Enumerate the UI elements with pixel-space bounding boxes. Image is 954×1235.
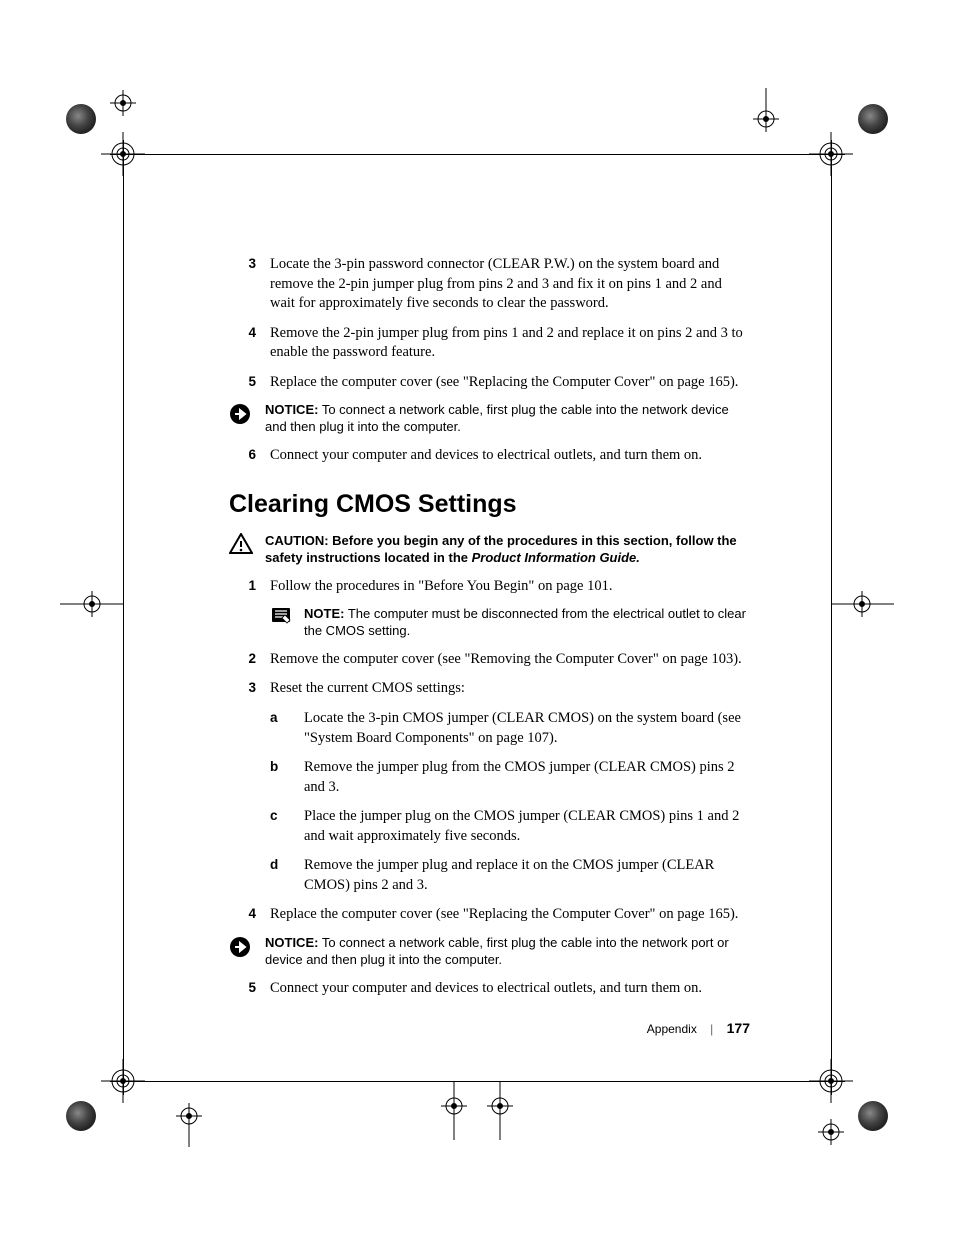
step-number: 3 (232, 679, 270, 699)
step-4-top: 4 Remove the 2-pin jumper plug from pins… (232, 324, 747, 363)
corner-ball-bl (66, 1101, 96, 1131)
substep-b: b Remove the jumper plug from the CMOS j… (270, 758, 747, 797)
substep-text: Locate the 3-pin CMOS jumper (CLEAR CMOS… (304, 709, 747, 748)
notice-text: NOTICE: To connect a network cable, firs… (265, 402, 747, 436)
notice-icon (229, 935, 265, 969)
page-footer: Appendix | 177 (647, 1020, 750, 1036)
note-block: NOTE: The computer must be disconnected … (270, 606, 747, 640)
corner-ball-tl (66, 104, 96, 134)
step-number: 2 (232, 650, 270, 670)
step-text: Connect your computer and devices to ele… (270, 979, 747, 999)
step-6-top: 6 Connect your computer and devices to e… (232, 446, 747, 466)
substep-text: Place the jumper plug on the CMOS jumper… (304, 807, 747, 846)
footer-page-number: 177 (727, 1020, 750, 1036)
step-number: 3 (232, 255, 270, 314)
section-heading: Clearing CMOS Settings (229, 490, 747, 519)
step-2: 2 Remove the computer cover (see "Removi… (232, 650, 747, 670)
step-1: 1 Follow the procedures in "Before You B… (232, 577, 747, 597)
crop-line-top (110, 154, 845, 155)
notice-1: NOTICE: To connect a network cable, firs… (229, 402, 747, 436)
step-text: Follow the procedures in "Before You Beg… (270, 577, 747, 597)
substep-d: d Remove the jumper plug and replace it … (270, 856, 747, 895)
substep-text: Remove the jumper plug from the CMOS jum… (304, 758, 747, 797)
step-number: 5 (232, 373, 270, 393)
corner-ball-br (858, 1101, 888, 1131)
notice-icon (229, 402, 265, 436)
step-4: 4 Replace the computer cover (see "Repla… (232, 905, 747, 925)
substep-letter: d (270, 856, 304, 895)
step-text: Remove the computer cover (see "Removing… (270, 650, 747, 670)
caution-block: CAUTION: Before you begin any of the pro… (229, 533, 747, 567)
substep-a: a Locate the 3-pin CMOS jumper (CLEAR CM… (270, 709, 747, 748)
step-number: 6 (232, 446, 270, 466)
substep-text: Remove the jumper plug and replace it on… (304, 856, 747, 895)
notice-2: NOTICE: To connect a network cable, firs… (229, 935, 747, 969)
substep-letter: c (270, 807, 304, 846)
step-text: Replace the computer cover (see "Replaci… (270, 905, 747, 925)
substep-c: c Place the jumper plug on the CMOS jump… (270, 807, 747, 846)
notice-text: NOTICE: To connect a network cable, firs… (265, 935, 747, 969)
crop-line-right (831, 140, 832, 1095)
step-3: 3 Reset the current CMOS settings: (232, 679, 747, 699)
step-3-top: 3 Locate the 3-pin password connector (C… (232, 255, 747, 314)
step-text: Replace the computer cover (see "Replaci… (270, 373, 747, 393)
footer-section: Appendix (647, 1022, 697, 1036)
caution-text: CAUTION: Before you begin any of the pro… (265, 533, 747, 567)
crop-line-left (123, 140, 124, 1095)
note-icon (270, 606, 304, 640)
step-number: 1 (232, 577, 270, 597)
note-text: NOTE: The computer must be disconnected … (304, 606, 747, 640)
crop-line-bottom (110, 1081, 845, 1082)
page-content: 3 Locate the 3-pin password connector (C… (232, 255, 747, 1008)
substep-letter: a (270, 709, 304, 748)
footer-separator: | (710, 1022, 713, 1036)
corner-ball-tr (858, 104, 888, 134)
step-5-top: 5 Replace the computer cover (see "Repla… (232, 373, 747, 393)
step-text: Remove the 2-pin jumper plug from pins 1… (270, 324, 747, 363)
caution-icon (229, 533, 265, 567)
step-text: Reset the current CMOS settings: (270, 679, 747, 699)
substep-letter: b (270, 758, 304, 797)
step-number: 4 (232, 324, 270, 363)
step-text: Locate the 3-pin password connector (CLE… (270, 255, 747, 314)
step-number: 4 (232, 905, 270, 925)
step-5: 5 Connect your computer and devices to e… (232, 979, 747, 999)
step-number: 5 (232, 979, 270, 999)
step-text: Connect your computer and devices to ele… (270, 446, 747, 466)
